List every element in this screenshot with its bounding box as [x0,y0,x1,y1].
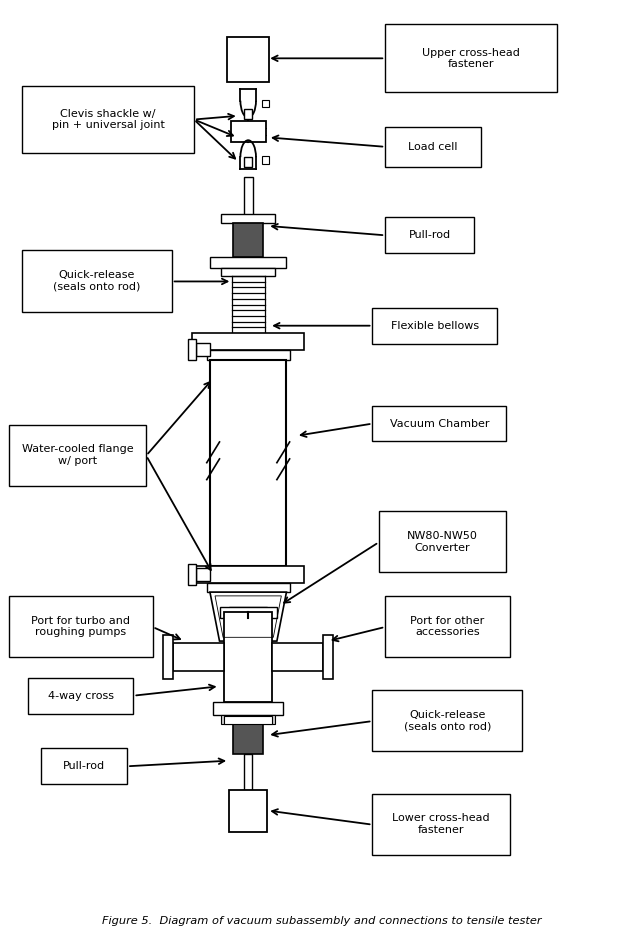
Bar [244,109,252,118]
Bar [221,214,275,223]
Text: Port for other
accessories: Port for other accessories [410,616,485,637]
Text: Vacuum Chamber: Vacuum Chamber [390,419,489,429]
Bar [224,612,272,703]
Bar [272,643,323,671]
Text: Water-cooled flange
w/ port: Water-cooled flange w/ port [22,444,134,466]
Text: 4-way cross: 4-way cross [48,690,114,701]
Text: Lower cross-head
fastener: Lower cross-head fastener [392,813,490,835]
Bar [219,607,277,618]
Bar [372,794,509,855]
Bar [244,754,252,790]
Bar [196,343,210,356]
Bar [262,99,269,107]
Bar [372,308,497,344]
Bar [188,563,196,584]
Bar [196,567,210,581]
Bar [9,596,152,657]
Bar [233,223,264,257]
Bar [210,257,286,268]
Bar [385,127,481,167]
Bar [210,360,286,565]
Text: Figure 5.  Diagram of vacuum subassembly and connections to tensile tester: Figure 5. Diagram of vacuum subassembly … [102,916,541,925]
Text: Pull-rod: Pull-rod [409,230,451,241]
Bar [213,703,284,714]
Bar [188,339,196,360]
Bar [244,177,253,219]
Bar [22,250,172,312]
Bar [192,565,304,582]
Bar [207,582,289,592]
Bar [385,596,509,657]
Bar [244,157,252,167]
Bar [224,716,272,724]
Bar [163,635,174,679]
Polygon shape [210,592,286,641]
Text: Quick-release
(seals onto rod): Quick-release (seals onto rod) [404,710,491,731]
Bar [9,424,146,486]
Bar [385,25,557,92]
Text: Upper cross-head
fastener: Upper cross-head fastener [422,47,520,69]
Bar [28,678,134,714]
Bar [192,333,304,350]
Bar [221,268,275,276]
Bar [233,724,264,754]
Bar [221,714,275,724]
Bar [174,643,224,671]
Text: Port for turbo and
roughing pumps: Port for turbo and roughing pumps [32,616,131,637]
Bar [385,218,475,253]
Text: NW80-NW50
Converter: NW80-NW50 Converter [407,531,478,552]
Bar [229,790,267,832]
Bar [372,690,522,751]
Text: Clevis shackle w/
pin + universal joint: Clevis shackle w/ pin + universal joint [51,109,165,131]
Text: Pull-rod: Pull-rod [63,761,105,771]
Bar [207,350,289,360]
Bar [22,85,194,153]
Text: Flexible bellows: Flexible bellows [390,321,478,331]
Bar [229,607,267,641]
Text: Quick-release
(seals onto rod): Quick-release (seals onto rod) [53,270,140,292]
Bar [228,37,269,81]
Text: Load cell: Load cell [408,142,458,152]
Bar [41,748,127,784]
Bar [323,635,333,679]
Bar [379,511,506,572]
Bar [372,405,506,441]
Bar [262,156,269,164]
Bar [231,121,266,142]
